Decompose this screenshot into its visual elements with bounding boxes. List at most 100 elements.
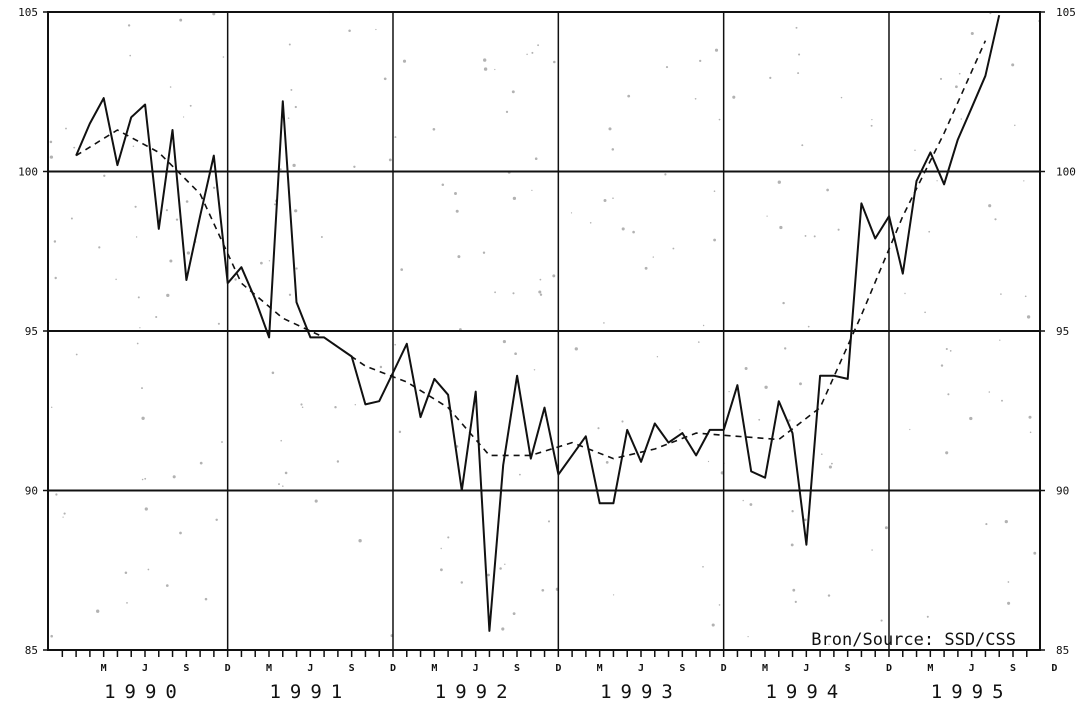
scan-speck [98, 246, 101, 249]
year-tick-label: 1991 [269, 681, 351, 703]
scan-speck [501, 627, 505, 631]
month-tick-label: M [101, 663, 107, 674]
scan-speck [627, 94, 631, 98]
scan-speck [1014, 124, 1016, 127]
scan-speck [440, 568, 443, 572]
scan-speck [945, 347, 948, 351]
scan-speck [278, 483, 280, 486]
scan-speck [514, 352, 517, 356]
scan-speck [204, 597, 208, 601]
y-tick-label-left: 85 [25, 644, 38, 657]
scan-speck [807, 325, 810, 328]
scan-speck [985, 523, 988, 526]
year-separators [226, 12, 890, 650]
scan-speck [665, 66, 669, 69]
month-tick-label: J [473, 663, 479, 674]
scan-speck [199, 461, 203, 465]
scan-speck [926, 615, 929, 618]
scan-speck [353, 165, 356, 168]
scan-speck [828, 465, 832, 469]
scan-speck [928, 230, 931, 233]
scan-speck [273, 203, 277, 206]
year-tick-label: 1993 [600, 681, 682, 703]
scan-speck [547, 520, 551, 523]
scan-speck [797, 72, 800, 75]
scan-speck [779, 225, 783, 230]
scan-speck [54, 276, 57, 280]
scan-speck [394, 136, 397, 139]
scan-speck [1007, 581, 1010, 583]
scan-speck [494, 291, 496, 294]
y-tick-label-left: 90 [25, 485, 38, 498]
month-tick-label: J [969, 663, 975, 674]
month-tick-label: D [390, 663, 396, 674]
scan-speck [300, 403, 303, 406]
scan-speck [697, 341, 700, 343]
scan-speck [960, 118, 963, 120]
scan-speck [287, 117, 290, 119]
scan-speck [1011, 63, 1015, 67]
scan-speck [813, 235, 816, 238]
y-tick-label-right: 95 [1056, 325, 1069, 338]
y-tick-label-left: 100 [18, 166, 38, 179]
scan-speck [672, 247, 675, 250]
scan-speck [294, 209, 298, 213]
month-tick-label: J [803, 663, 809, 674]
gridlines [48, 170, 1040, 492]
scan-speck [538, 290, 542, 294]
scan-speck [129, 54, 131, 57]
month-tick-label: M [927, 663, 933, 674]
scan-speck [221, 441, 223, 443]
month-tick-label: S [514, 663, 520, 674]
scan-speck [394, 343, 397, 346]
scan-speck [144, 507, 148, 511]
scan-speck [652, 256, 654, 258]
scan-speck [1000, 293, 1002, 295]
month-tick-label: J [307, 663, 313, 674]
series-lines [75, 14, 1001, 632]
month-tick-label: M [597, 663, 603, 674]
scan-speck [55, 493, 58, 496]
scan-speck [103, 174, 106, 177]
scan-speck [969, 416, 973, 421]
scan-speck [714, 48, 719, 52]
scan-speck [537, 44, 540, 47]
scan-speck [744, 367, 748, 370]
scan-speck [713, 190, 716, 192]
year-tick-label: 1995 [931, 681, 1013, 703]
scan-speck [288, 293, 292, 296]
scan-speck [295, 267, 298, 270]
scan-speck [612, 197, 614, 199]
scan-speck [632, 230, 635, 234]
scan-speck [222, 56, 225, 58]
scan-speck [801, 144, 804, 147]
scan-speck [185, 200, 189, 203]
scan-speck [49, 140, 53, 144]
scan-speck [711, 623, 715, 627]
scan-speck [1023, 180, 1025, 182]
scan-speck [827, 594, 831, 597]
scan-speck [268, 260, 271, 262]
scan-speck [505, 110, 509, 114]
scan-speck [126, 602, 128, 604]
scan-speck [383, 77, 387, 81]
scan-speck [988, 204, 992, 208]
scan-speck [50, 634, 53, 638]
scan-speck [603, 322, 605, 324]
scan-speck [758, 418, 761, 421]
scan-speck [398, 430, 402, 434]
y-tick-label-right: 105 [1056, 6, 1076, 19]
y-tick-label-left: 95 [25, 325, 38, 338]
scan-speck [379, 365, 383, 369]
scan-speck [988, 391, 991, 393]
scan-speck [1037, 20, 1040, 22]
scan-speck [141, 416, 145, 420]
scan-speck [656, 356, 659, 358]
scan-speck [50, 406, 53, 409]
scan-speck [400, 268, 404, 271]
scan-speck [280, 439, 282, 442]
scan-speck [432, 127, 436, 131]
scan-speck [234, 278, 237, 281]
scan-speck [831, 462, 833, 465]
